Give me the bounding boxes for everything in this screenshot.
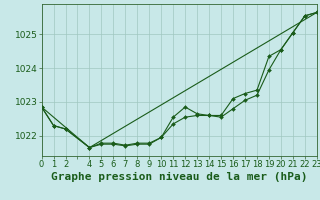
X-axis label: Graphe pression niveau de la mer (hPa): Graphe pression niveau de la mer (hPa) [51,172,308,182]
